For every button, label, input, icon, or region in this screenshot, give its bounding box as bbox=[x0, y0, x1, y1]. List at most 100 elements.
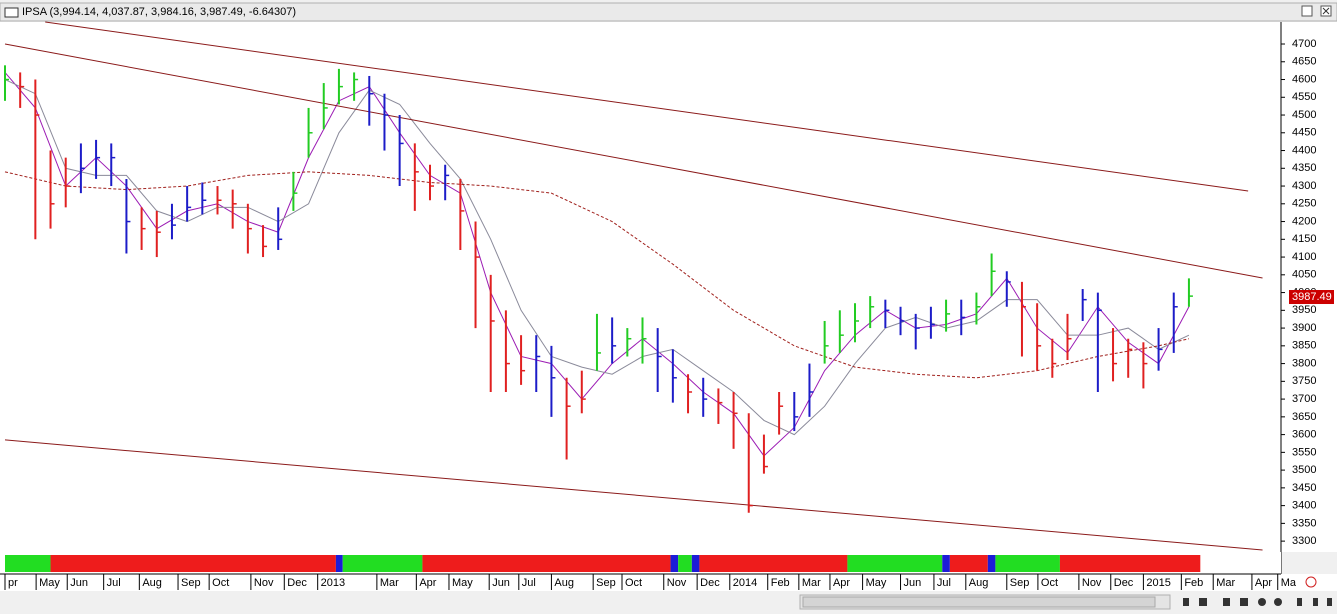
trend-band bbox=[699, 555, 848, 572]
trend-band bbox=[691, 555, 700, 572]
y-tick-label: 3700 bbox=[1292, 393, 1316, 405]
y-tick-label: 4050 bbox=[1292, 269, 1316, 281]
x-tick-label: Jun bbox=[492, 577, 510, 589]
x-tick-label: May bbox=[452, 577, 473, 589]
x-tick-label: Aug bbox=[142, 577, 162, 589]
x-tick-label: Jun bbox=[70, 577, 88, 589]
x-tick-label: Aug bbox=[554, 577, 574, 589]
y-tick-label: 3900 bbox=[1292, 322, 1316, 334]
tool-icon[interactable] bbox=[1327, 598, 1332, 606]
window-icon bbox=[4, 7, 19, 18]
line bbox=[4, 43, 1263, 279]
title-bar bbox=[0, 2, 1337, 22]
x-tick-label: Jul bbox=[937, 577, 951, 589]
x-tick-label: Dec bbox=[1114, 577, 1134, 589]
trend-band bbox=[422, 555, 671, 572]
x-tick-label: Jun bbox=[904, 577, 922, 589]
x-tick-label: Mar bbox=[1216, 577, 1235, 589]
tool-icon[interactable] bbox=[1199, 598, 1207, 606]
y-tick-label: 3850 bbox=[1292, 340, 1316, 352]
trend-band bbox=[995, 555, 1060, 572]
trend-band bbox=[335, 555, 343, 572]
y-tick-label: 4250 bbox=[1292, 198, 1316, 210]
x-tick-label: Oct bbox=[625, 577, 642, 589]
trend-band bbox=[942, 555, 950, 572]
x-tick-label: Apr bbox=[419, 577, 436, 589]
x-tick-label: Feb bbox=[771, 577, 790, 589]
trend-band bbox=[50, 555, 336, 572]
line bbox=[4, 439, 1263, 551]
y-tick-label: 3550 bbox=[1292, 446, 1316, 458]
tool-icon[interactable] bbox=[1223, 598, 1230, 606]
x-tick-label: Mar bbox=[380, 577, 399, 589]
trend-band bbox=[987, 555, 996, 572]
trend-band bbox=[670, 555, 679, 572]
close-glyph bbox=[1322, 7, 1330, 15]
x-tick-label: Mar bbox=[802, 577, 821, 589]
y-tick-label: 3800 bbox=[1292, 357, 1316, 369]
line bbox=[4, 171, 1190, 379]
y-tick-label: 3750 bbox=[1292, 375, 1316, 387]
x-tick-label: Ma bbox=[1281, 577, 1297, 589]
y-tick-label: 4500 bbox=[1292, 109, 1316, 121]
y-tick-label: 3950 bbox=[1292, 304, 1316, 316]
y-tick-label: 3500 bbox=[1292, 464, 1316, 476]
x-tick-label: Sep bbox=[1010, 577, 1030, 589]
tool-icon[interactable] bbox=[1183, 598, 1189, 606]
y-tick-label: 4300 bbox=[1292, 180, 1316, 192]
x-tick-label: Apr bbox=[1255, 577, 1272, 589]
x-tick-label: Sep bbox=[181, 577, 201, 589]
y-tick-label: 3650 bbox=[1292, 411, 1316, 423]
x-tick-label: Apr bbox=[833, 577, 850, 589]
scroll-thumb[interactable] bbox=[802, 596, 1156, 608]
trend-band bbox=[5, 555, 51, 572]
y-tick-label: 3600 bbox=[1292, 429, 1316, 441]
y-tick-label: 3400 bbox=[1292, 500, 1316, 512]
trend-band bbox=[1059, 555, 1201, 572]
x-tick-label: Nov bbox=[254, 577, 274, 589]
trend-band bbox=[949, 555, 988, 572]
x-tick-label: Jul bbox=[522, 577, 536, 589]
plot: 3300 3350 3400 3450 3500 3550 3600 3650 3700 3750… bbox=[4, 21, 1334, 590]
x-tick-label: 2013 bbox=[321, 577, 345, 589]
x-tick-label: Nov bbox=[667, 577, 687, 589]
trend-band bbox=[678, 555, 692, 572]
y-tick-label: 4700 bbox=[1292, 38, 1316, 50]
y-tick-label: 4150 bbox=[1292, 233, 1316, 245]
tool-icon[interactable] bbox=[1297, 598, 1302, 606]
line bbox=[45, 21, 1249, 192]
x-tick-label: Dec bbox=[287, 577, 307, 589]
x-tick-label: Oct bbox=[212, 577, 229, 589]
y-tick-label: 4550 bbox=[1292, 91, 1316, 103]
toolbar-icons bbox=[1183, 598, 1332, 606]
x-axis-area bbox=[0, 574, 1337, 591]
trend-band bbox=[342, 555, 423, 572]
x-tick-label: Aug bbox=[969, 577, 989, 589]
plot-area bbox=[0, 22, 1281, 552]
last-value-label: 3987.49 bbox=[1292, 291, 1332, 303]
y-tick-label: 4650 bbox=[1292, 56, 1316, 68]
alert-icon[interactable] bbox=[1305, 576, 1317, 588]
tool-icon[interactable] bbox=[1258, 598, 1266, 606]
x-tick-label: 2014 bbox=[733, 577, 757, 589]
x-tick-label: Sep bbox=[596, 577, 616, 589]
y-tick-label: 4600 bbox=[1292, 73, 1316, 85]
tool-icon[interactable] bbox=[1240, 598, 1248, 606]
y-axis-area bbox=[1281, 22, 1337, 552]
restore-button[interactable] bbox=[1301, 5, 1313, 17]
tool-icon[interactable] bbox=[1274, 598, 1282, 606]
x-tick-label: Oct bbox=[1041, 577, 1058, 589]
y-tick-label: 3450 bbox=[1292, 482, 1316, 494]
x-tick-label: May bbox=[39, 577, 60, 589]
trend-band bbox=[847, 555, 943, 572]
x-tick-label: May bbox=[866, 577, 887, 589]
tool-icon[interactable] bbox=[1313, 598, 1318, 606]
x-tick-label: Dec bbox=[700, 577, 720, 589]
window-title: IPSA (3,994.14, 4,037.87, 3,984.16, 3,98… bbox=[22, 6, 296, 18]
x-tick-label: 2015 bbox=[1146, 577, 1170, 589]
x-tick-label: Feb bbox=[1184, 577, 1203, 589]
x-tick-label: pr bbox=[8, 577, 18, 589]
y-tick-label: 3350 bbox=[1292, 517, 1316, 529]
